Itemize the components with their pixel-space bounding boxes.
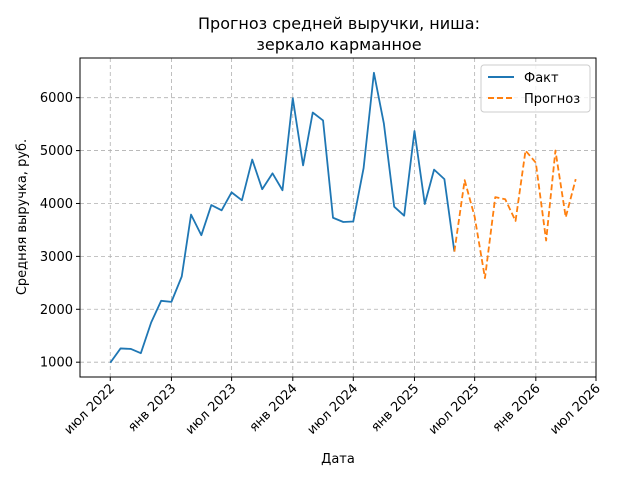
series-line-fact (109, 71, 456, 364)
legend-label-forecast: Прогноз (524, 92, 580, 107)
y-tick-label: 4000 (40, 197, 73, 212)
x-tick-label: июл 2024 (305, 381, 362, 438)
x-axis-label: Дата (321, 452, 355, 467)
legend: Факт Прогноз (480, 64, 591, 113)
y-tick-label: 2000 (40, 303, 73, 318)
series-line-forecast (453, 149, 577, 279)
chart-title-line-2: зеркало карманное (256, 35, 421, 54)
plot-area-frame (79, 57, 597, 378)
x-tick-label: янв 2026 (490, 381, 544, 435)
ticks: июл 2022 янв 2023 июл 2023 янв 2024 июл 2024… (40, 91, 604, 438)
chart-title-line-1: Прогноз средней выручки, ниша: (198, 14, 480, 33)
x-tick-label: янв 2025 (368, 381, 422, 435)
x-tick-label: янв 2023 (125, 381, 179, 435)
y-tick-label: 3000 (40, 250, 73, 265)
series-layer (109, 71, 577, 364)
y-tick-label: 5000 (40, 144, 73, 159)
y-tick-label: 6000 (40, 91, 73, 106)
x-tick-label: янв 2024 (247, 381, 301, 435)
x-tick-label: июл 2022 (62, 381, 119, 438)
x-tick-label: июл 2023 (183, 381, 240, 438)
x-tick-label: июл 2025 (426, 381, 483, 438)
y-tick-label: 1000 (40, 356, 73, 371)
y-axis-label: Средняя выручка, руб. (15, 139, 30, 295)
legend-label-fact: Факт (524, 71, 559, 86)
x-tick-label: июл 2026 (547, 381, 604, 438)
